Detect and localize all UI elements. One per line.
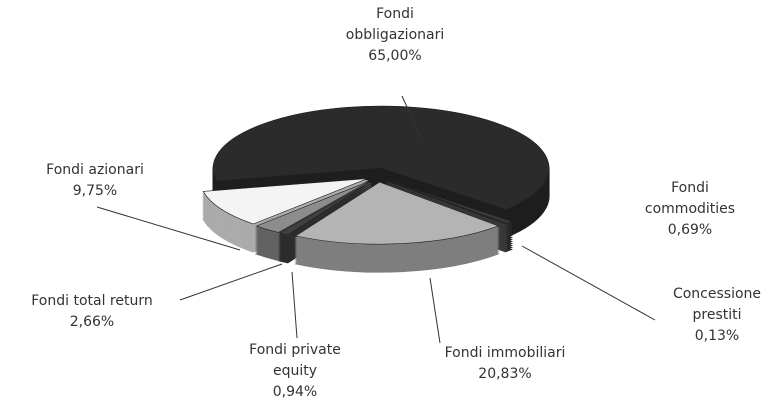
slice-label: Fondi total return 2,66%: [7, 291, 177, 333]
category-label: Concessione prestiti: [672, 286, 762, 323]
category-label: Fondi azionari: [46, 162, 144, 178]
slice: [255, 180, 371, 233]
value-label: 20,83%: [478, 366, 532, 382]
slice-label: Fondi commodities 0,69%: [625, 178, 755, 241]
leader-line: [429, 277, 441, 344]
slice: [294, 181, 500, 245]
slice-side: [386, 183, 508, 229]
value-label: 0,69%: [667, 222, 713, 238]
slice-label: Fondi azionari 9,75%: [30, 160, 160, 202]
value-label: 9,75%: [72, 183, 118, 199]
slice: [386, 179, 508, 225]
leader-line: [96, 206, 241, 251]
category-label: Fondi total return: [31, 293, 153, 309]
category-label: Fondi immobiliari: [444, 345, 566, 361]
leader-line: [179, 263, 283, 301]
slice-label: Concessione prestiti 0,13%: [652, 284, 782, 347]
slice: [212, 105, 550, 210]
leader-line: [521, 245, 656, 321]
value-label: 0,94%: [272, 384, 318, 400]
value-label: 0,13%: [694, 328, 740, 344]
category-label: Fondi obbligazionari: [345, 6, 445, 43]
slice-side: [386, 181, 508, 227]
slice: [278, 180, 372, 236]
value-label: 65,00%: [368, 48, 422, 64]
category-label: Fondi commodities: [644, 180, 736, 217]
slice: [202, 178, 368, 225]
leader-line: [291, 271, 298, 339]
slice-label: Fondi immobiliari 20,83%: [440, 343, 570, 385]
category-label: Fondi private equity: [249, 342, 341, 379]
slice-label: Fondi obbligazionari 65,00%: [330, 4, 460, 67]
value-label: 2,66%: [69, 314, 115, 330]
slice-label: Fondi private equity 0,94%: [230, 340, 360, 403]
leader-line: [401, 95, 423, 141]
